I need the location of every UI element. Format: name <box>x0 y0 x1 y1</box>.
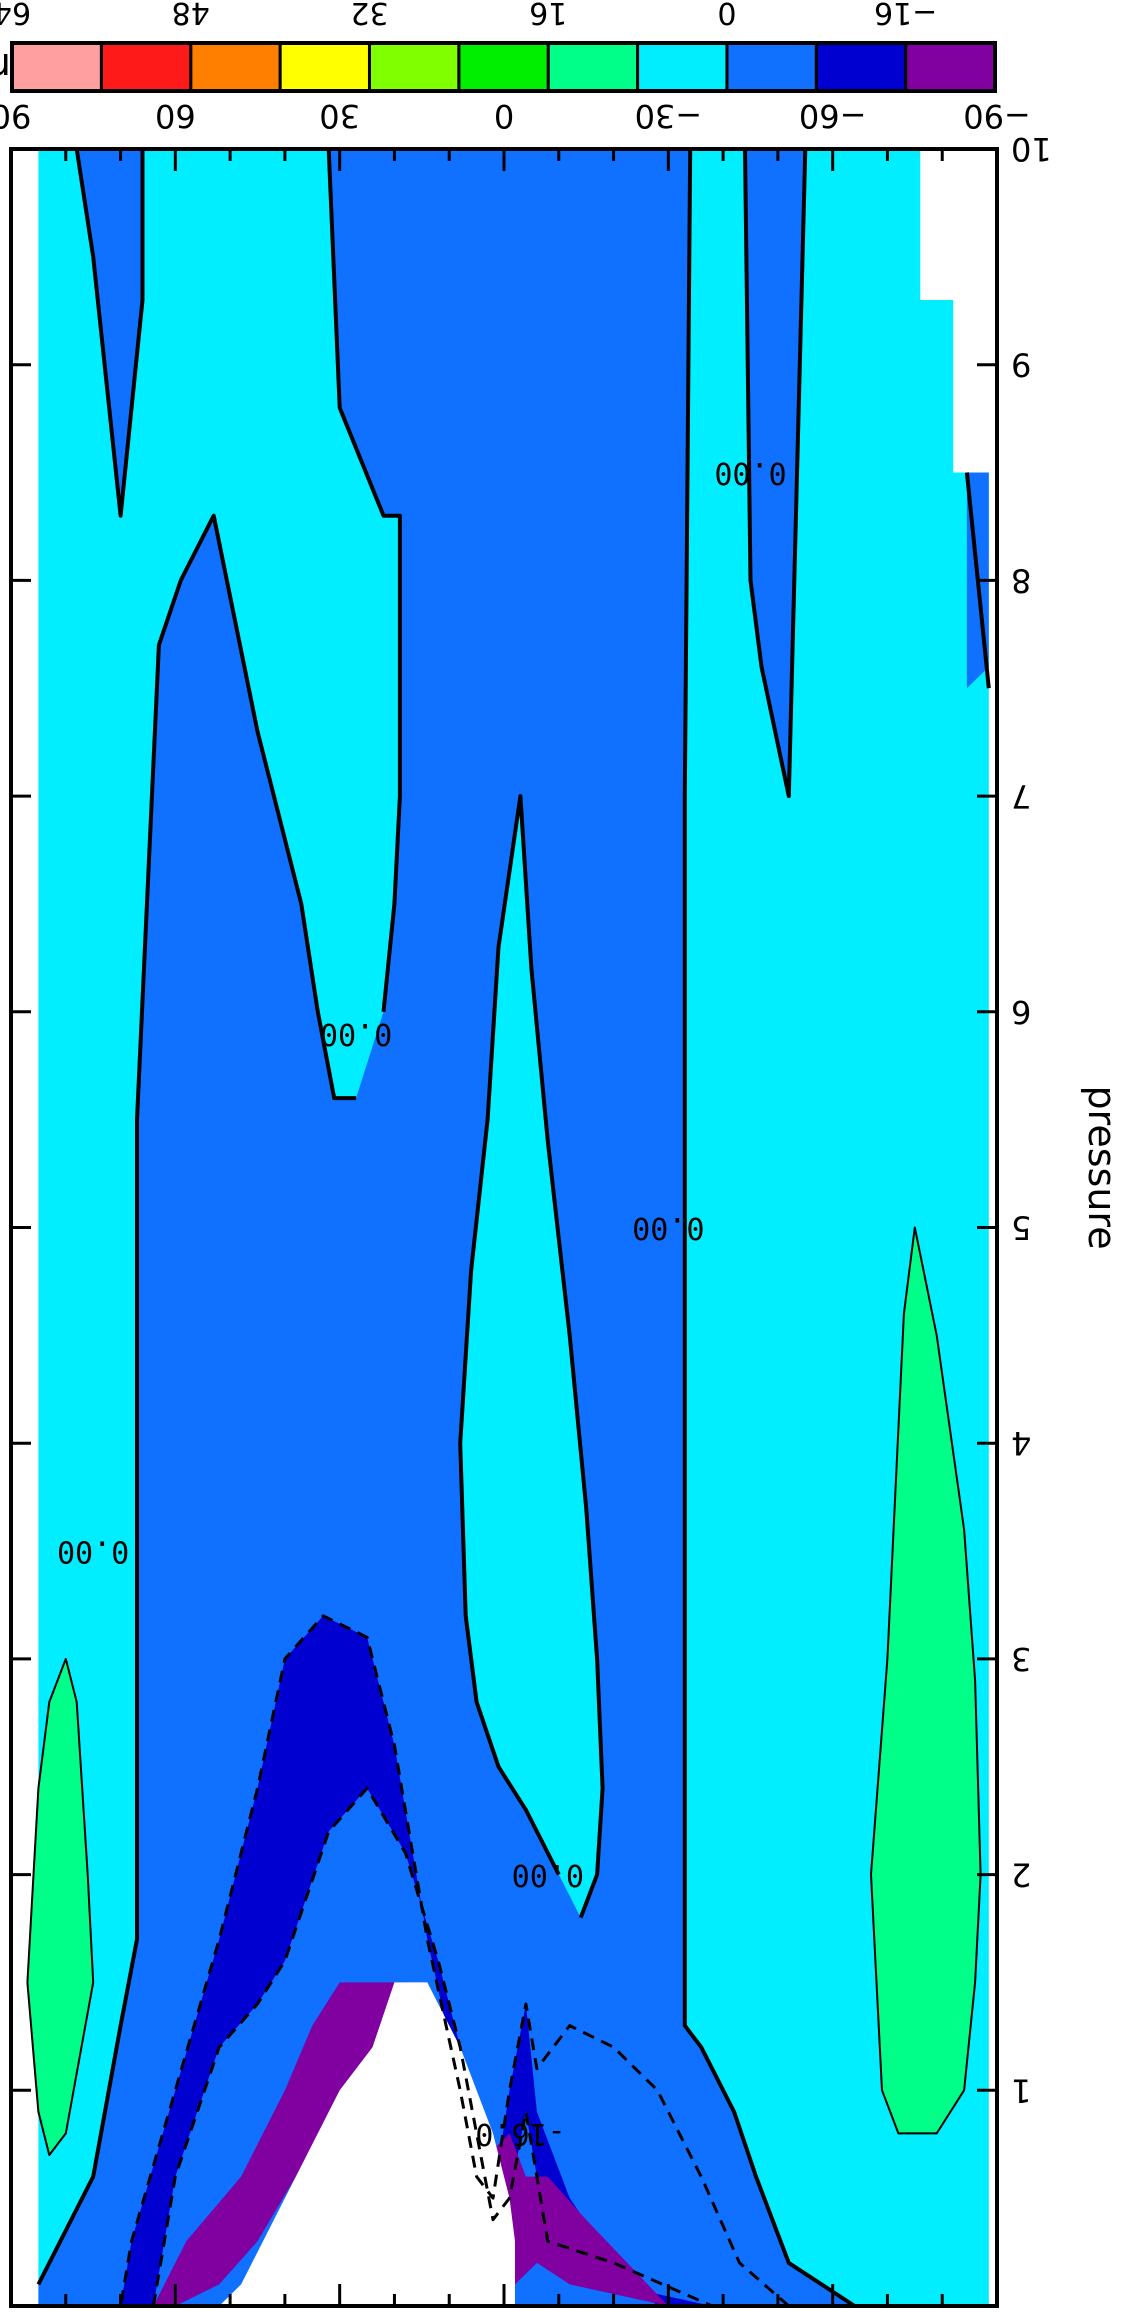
contour-label: 0.00 <box>512 1857 584 1892</box>
colorbar-label: 48 <box>172 0 210 30</box>
colorbar-swatch <box>546 41 640 93</box>
colorbar-swatch <box>278 41 371 93</box>
y-tick-label: 2 <box>1011 1856 1031 1894</box>
contour-line-solid <box>74 149 145 518</box>
colorbar-label: 32 <box>350 0 388 30</box>
y-tick-label: 7 <box>1011 777 1031 815</box>
colorbar-swatch <box>636 41 729 93</box>
x-tick-label: 30 <box>319 97 360 135</box>
y-tick-label: 5 <box>1011 1209 1031 1247</box>
region-dark-blue-band <box>120 1615 789 2306</box>
region-white-region <box>219 1982 515 2306</box>
x-tick-label: 90 <box>0 97 31 135</box>
y-axis-title: pressure <box>1080 1085 1124 1249</box>
contour-line-solid <box>326 149 402 1013</box>
colorbar-swatch <box>725 41 818 93</box>
contour-line-solid <box>682 149 856 2306</box>
y-tick-label: 8 <box>1011 561 1031 599</box>
region-negative-band-upper-right <box>76 149 143 516</box>
y-tick-label: 4 <box>1011 1424 1031 1462</box>
colorbar-swatch <box>904 41 997 93</box>
colorbar-label: 0 <box>717 0 736 30</box>
y-tick-label: 9 <box>1011 346 1031 384</box>
colorbar-label: 64 <box>0 0 31 30</box>
y-tick-label: 6 <box>1011 993 1031 1031</box>
region-positive-blob-right <box>27 1658 94 2155</box>
contour-line-solid <box>36 513 357 2286</box>
colorbar-swatch <box>457 41 550 93</box>
x-tick-label: −30 <box>635 97 703 135</box>
contour-label: 0.00 <box>320 1016 392 1051</box>
colorbar-label: −16 <box>874 0 937 30</box>
contour-line-solid <box>458 794 605 1919</box>
colorbar-swatch <box>814 41 908 93</box>
contour-line-solid <box>743 149 808 799</box>
y-tick-label: 1 <box>1011 2071 1031 2109</box>
colorbar-swatch <box>189 41 282 93</box>
y-tick-label: 10 <box>1011 130 1052 168</box>
colorbar-swatch <box>367 41 461 93</box>
x-tick-label: 0 <box>494 97 514 135</box>
contour-label: 0.00 <box>57 1534 129 1569</box>
colorbar-swatch <box>10 41 103 93</box>
x-tick-label: 60 <box>155 97 196 135</box>
contour-line-thin <box>870 1226 982 2135</box>
colorbar-label: 16 <box>529 0 567 30</box>
x-tick-label: −60 <box>799 97 867 135</box>
contour-label: -16.0 <box>475 2116 565 2151</box>
region-cyan-blob-center <box>460 796 603 1918</box>
contour-line-dashed <box>119 1614 790 2306</box>
contour-label: 0.00 <box>632 1210 704 1245</box>
x-tick-label: −90 <box>963 97 1031 135</box>
plot-area: 0.00 0.00 0.00 -16.0 0.00 0.00 <box>11 149 997 2306</box>
contour-line-dashed <box>151 1786 713 2306</box>
region-negative-band-main <box>38 149 855 2306</box>
contour-label: 0.00 <box>714 455 786 490</box>
region-negative-band-lower-left <box>745 149 806 797</box>
contour-line-thin <box>26 1657 95 2156</box>
colorbar-frame <box>10 41 997 93</box>
colorbar-swatch <box>99 41 193 93</box>
y-tick-label: 3 <box>1011 1640 1031 1678</box>
